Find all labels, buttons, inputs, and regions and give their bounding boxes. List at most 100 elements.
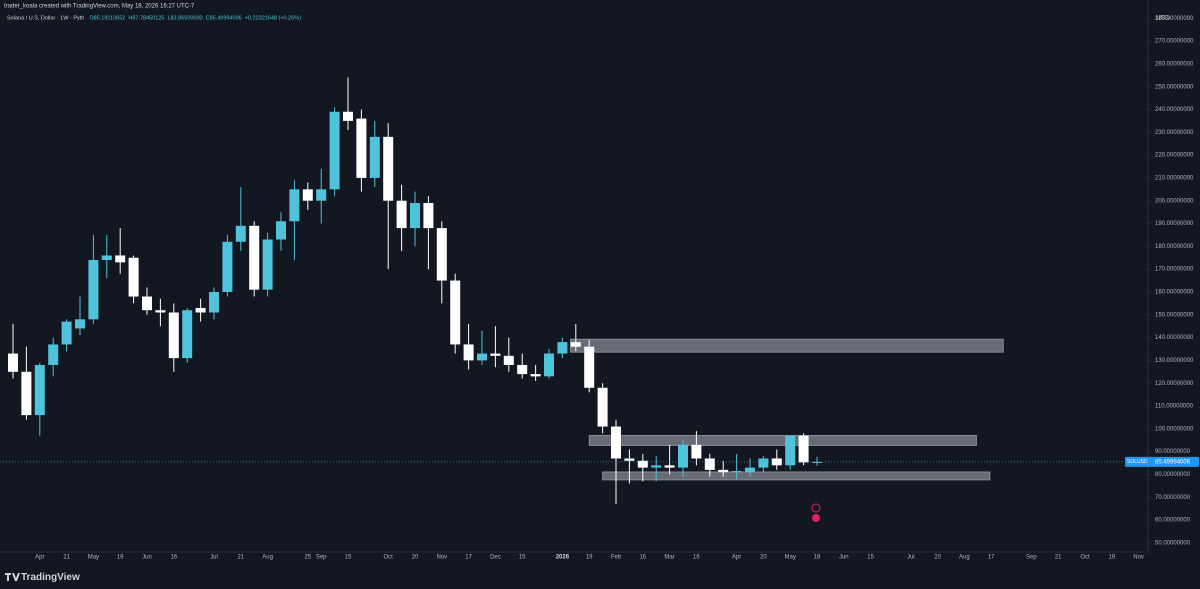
candle-body (678, 444, 688, 468)
candle-body (503, 355, 514, 365)
candle-body (517, 364, 528, 375)
x-tick-label: 21 (237, 555, 244, 561)
y-tick-label: 100.00000000 (1155, 426, 1194, 432)
ohlc-value: C85.49994006 (206, 15, 242, 21)
candle-body (624, 458, 635, 461)
event-icon (812, 514, 820, 522)
candle-body (249, 225, 260, 290)
candle-body (490, 353, 501, 356)
candle-body (557, 342, 568, 354)
candle-body (101, 255, 112, 261)
candle-body (168, 312, 179, 359)
candle-body (584, 346, 595, 388)
candle-body (209, 291, 219, 313)
candle-body (785, 435, 796, 466)
candle-body (718, 469, 729, 473)
brand-logo: TradingView (5, 572, 80, 583)
y-tick-label: 250.00000000 (1155, 84, 1194, 90)
ohlc-value: +0.22321648 (+0.26%) (245, 15, 301, 21)
x-tick-label: Nov (436, 555, 447, 561)
x-tick-label: 19 (117, 555, 124, 561)
candle-body (329, 111, 340, 190)
candle-body (195, 307, 206, 313)
y-tick-label: 230.00000000 (1155, 130, 1194, 136)
candle-body (530, 374, 541, 377)
candle-body (597, 387, 608, 427)
candle-body (289, 189, 300, 222)
symbol: Solana / U.S. Dollar · 1W · Pyth (7, 15, 84, 21)
x-tick-label: Aug (959, 555, 970, 561)
candle-body (235, 225, 246, 242)
price-tag-symbol: SOLUSD (1127, 459, 1148, 465)
candle-body (544, 353, 554, 377)
credit: trader_koala created with TradingView.co… (4, 4, 195, 10)
candle-body (410, 203, 420, 229)
ohlc-value: L83.86500000 (167, 15, 202, 21)
x-tick-label: 21 (63, 555, 70, 561)
x-tick-label: 16 (693, 555, 700, 561)
x-tick-label: 16 (639, 555, 646, 561)
candle-body (731, 471, 742, 473)
x-tick-label: 20 (412, 555, 419, 561)
y-tick-label: 190.00000000 (1155, 221, 1194, 227)
candle-body (812, 461, 822, 463)
x-tick-label: 15 (345, 555, 352, 561)
candle-body (396, 200, 407, 229)
y-tick-label: 140.00000000 (1155, 335, 1194, 341)
candle-body (34, 364, 45, 416)
logo-icon (5, 573, 20, 581)
x-tick-label: May (88, 555, 99, 561)
candle-body (302, 189, 313, 201)
price-tag (1125, 456, 1199, 467)
candle-body (128, 257, 139, 297)
x-tick-label: May (785, 555, 796, 561)
candle-body (182, 310, 193, 359)
candle-body (758, 458, 769, 468)
x-tick-label: 19 (586, 555, 593, 561)
x-tick-label: Mar (664, 555, 674, 561)
y-tick-label: 70.00000000 (1155, 495, 1191, 501)
x-tick-label: 15 (519, 555, 526, 561)
event-markers (811, 503, 821, 522)
x-tick-label: Aug (262, 555, 273, 561)
candle-body (61, 321, 72, 345)
candle-body (423, 203, 434, 229)
x-tick-label: 18 (814, 555, 821, 561)
candle-body (369, 136, 380, 178)
price-tag-value: 85.49994006 (1155, 459, 1191, 465)
ohlc-value: O85.19110652 (89, 15, 125, 21)
x-tick-label: Sep (316, 555, 327, 561)
candle-body (75, 319, 85, 329)
candle-body (88, 260, 99, 320)
candle-body (771, 458, 782, 466)
y-tick-label: 220.00000000 (1155, 153, 1194, 159)
candle-body (222, 241, 233, 292)
y-tick-label: 130.00000000 (1155, 358, 1194, 364)
x-tick-label: Jul (210, 555, 218, 561)
candle-body (611, 426, 621, 459)
x-tick-label: Apr (35, 555, 44, 561)
candle-body (142, 296, 152, 311)
candle-body (276, 221, 286, 240)
x-tick-label: 2026 (556, 555, 570, 561)
price-zone (588, 435, 977, 446)
y-tick-label: 60.00000000 (1155, 518, 1191, 524)
x-tick-label: 25 (304, 555, 311, 561)
candle-body (8, 353, 18, 372)
currency: USD (1156, 15, 1170, 22)
brand: TradingView (21, 572, 80, 583)
candle-body (155, 310, 166, 313)
candle-body (48, 344, 59, 365)
y-tick-label: 90.00000000 (1155, 449, 1191, 455)
candle-body (21, 371, 32, 416)
y-tick-label: 260.00000000 (1155, 61, 1194, 67)
x-tick-label: Sep (1026, 555, 1037, 561)
candle-body (383, 136, 394, 201)
candle-body (664, 465, 675, 468)
x-tick-label: Jul (907, 555, 915, 561)
candle-body (637, 460, 648, 468)
x-tick-label: Apr (732, 555, 741, 561)
candle-body (316, 189, 327, 201)
